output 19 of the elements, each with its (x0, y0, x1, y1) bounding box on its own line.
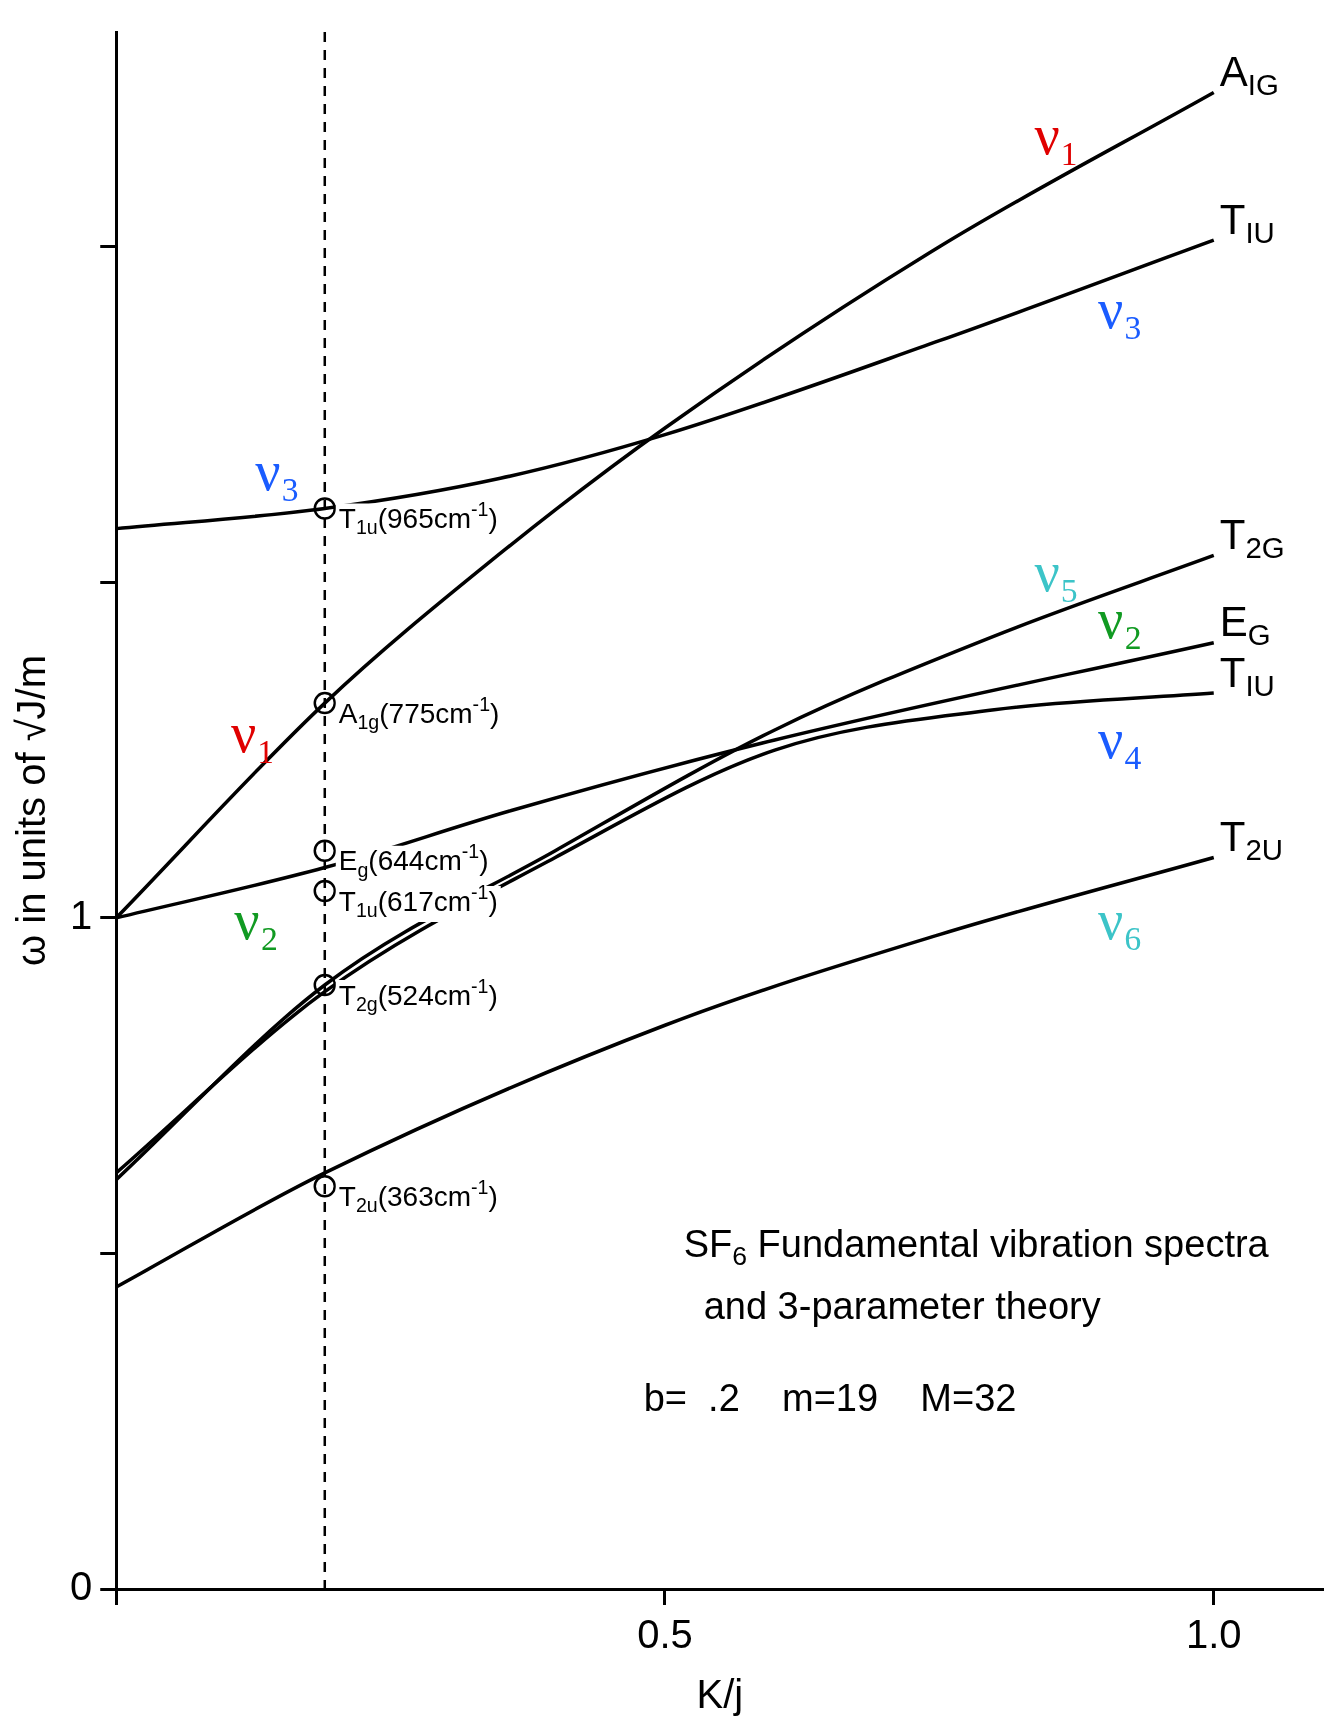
y-tick-label: 0 (70, 1564, 93, 1609)
annotation: ν₂ (234, 889, 280, 952)
point (313, 839, 337, 863)
annotation: ν₅ (1034, 540, 1080, 603)
point (313, 1175, 337, 1198)
annotation: b= .2 m=19 M=32 (643, 1376, 1017, 1419)
point (313, 879, 337, 903)
annotation: ν₄ (1098, 707, 1143, 770)
annotation: ν₃ (255, 439, 300, 502)
annotation: ν₃ (1098, 278, 1143, 341)
y-axis-title: ω in units of √J/m (9, 654, 54, 967)
x-axis-title: K/j (696, 1672, 744, 1717)
annotation: ν₁ (1034, 104, 1080, 167)
annotation: ν₆ (1098, 889, 1143, 952)
annotation: ν₂ (1098, 587, 1143, 650)
y-tick-label: 1 (70, 892, 93, 937)
annotation: ν₁ (231, 701, 276, 764)
x-tick-label: 1.0 (1185, 1612, 1242, 1657)
x-tick-label: 0.5 (637, 1612, 693, 1657)
